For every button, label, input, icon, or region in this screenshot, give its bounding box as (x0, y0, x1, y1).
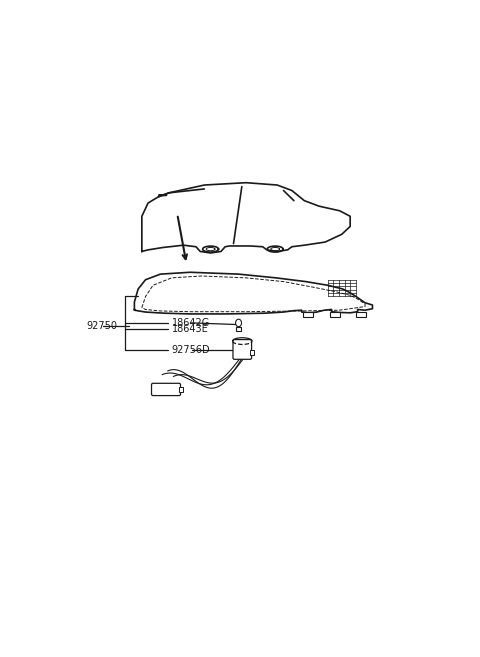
Text: 18643E: 18643E (172, 324, 208, 334)
Text: 92750: 92750 (86, 321, 117, 331)
Bar (303, 312, 312, 317)
Text: 18642G: 18642G (172, 318, 210, 328)
FancyBboxPatch shape (152, 383, 180, 396)
Bar (357, 312, 366, 317)
Ellipse shape (158, 194, 167, 196)
Ellipse shape (236, 319, 241, 327)
Bar (250, 350, 254, 355)
FancyBboxPatch shape (233, 340, 252, 359)
Text: 92756D: 92756D (172, 345, 210, 355)
Bar (330, 312, 340, 317)
Bar (179, 387, 183, 392)
Bar (237, 327, 240, 330)
